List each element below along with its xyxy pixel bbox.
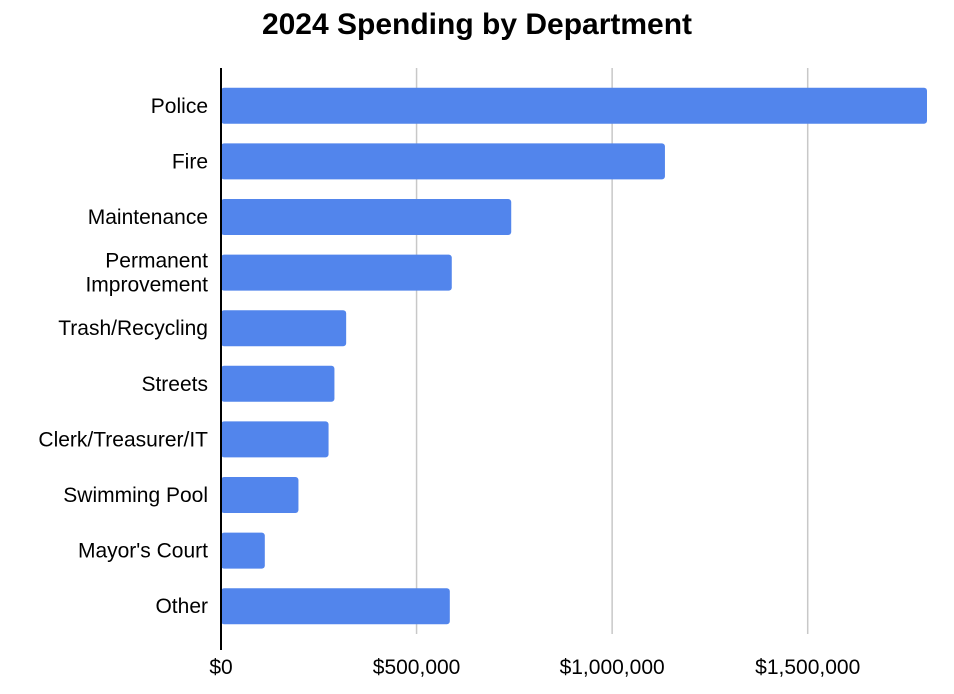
category-label: Maintenance [88, 206, 208, 229]
category-label: Trash/Recycling [58, 317, 208, 340]
category-label: Streets [141, 373, 208, 396]
x-tick-label: $500,000 [373, 656, 461, 679]
bar [221, 254, 452, 291]
tick-labels: $0 $500,000 $1,000,000 $1,500,000 [209, 656, 860, 679]
chart-title: 2024 Spending by Department [261, 8, 693, 41]
bar [221, 532, 265, 569]
x-tick-label: $1,000,000 [560, 656, 665, 679]
bar [221, 87, 927, 124]
category-label: Swimming Pool [63, 484, 208, 507]
bar [221, 310, 347, 347]
bars [221, 87, 927, 625]
category-labels: Police Fire Maintenance PermanentImprovemen… [38, 95, 208, 618]
x-tick-label: $0 [209, 656, 232, 679]
category-label: Police [151, 95, 208, 118]
category-label: Clerk/Treasurer/IT [38, 428, 208, 451]
bar [221, 588, 450, 625]
bar [221, 199, 512, 235]
bar [221, 477, 299, 513]
category-label: Permanent [105, 250, 208, 273]
bar [221, 421, 329, 458]
category-label: Fire [172, 150, 208, 173]
category-label: Other [155, 595, 208, 618]
bar [221, 143, 665, 180]
category-label: Mayor's Court [78, 540, 208, 563]
bar [221, 365, 335, 402]
category-label: Improvement [85, 274, 208, 297]
x-tick-label: $1,500,000 [755, 656, 860, 679]
